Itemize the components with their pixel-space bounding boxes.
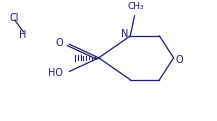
Text: O: O (176, 55, 183, 65)
Text: H: H (19, 30, 26, 40)
Text: HO: HO (48, 68, 63, 78)
Text: O: O (56, 38, 64, 48)
Text: N: N (121, 29, 128, 39)
Text: Cl: Cl (10, 13, 19, 23)
Text: CH₃: CH₃ (127, 2, 144, 11)
